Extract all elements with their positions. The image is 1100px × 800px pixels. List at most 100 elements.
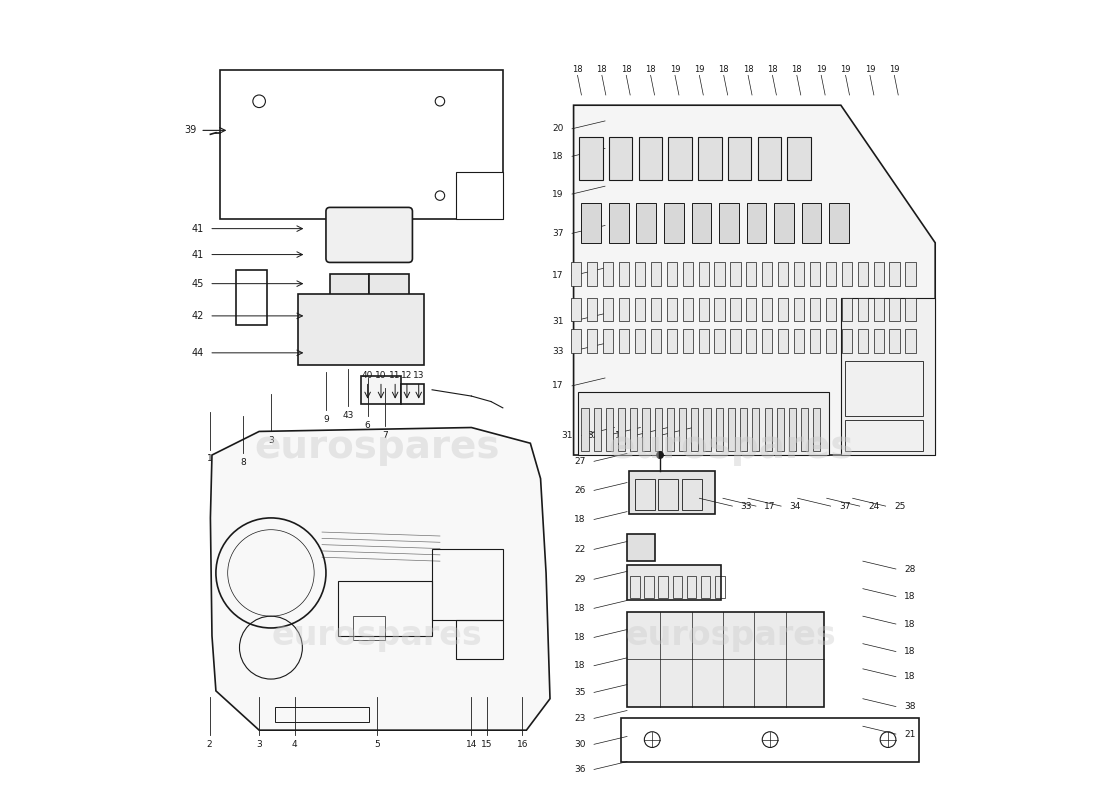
Text: 18: 18 bbox=[596, 65, 607, 74]
Bar bbox=[637, 203, 656, 242]
Text: 15: 15 bbox=[482, 740, 493, 749]
Bar bbox=[858, 330, 868, 353]
Circle shape bbox=[656, 451, 664, 459]
Bar bbox=[747, 203, 767, 242]
Bar bbox=[813, 408, 821, 451]
Text: 18: 18 bbox=[574, 662, 585, 670]
Bar bbox=[455, 172, 503, 219]
Text: 8: 8 bbox=[241, 458, 246, 467]
Bar bbox=[794, 298, 804, 322]
Text: 19: 19 bbox=[552, 190, 563, 198]
Bar bbox=[353, 616, 385, 640]
Bar bbox=[338, 581, 432, 636]
Bar bbox=[810, 330, 821, 353]
Bar bbox=[330, 274, 370, 310]
Text: 43: 43 bbox=[342, 411, 354, 420]
Bar bbox=[845, 420, 923, 451]
Bar bbox=[778, 262, 789, 286]
Text: eurospares: eurospares bbox=[254, 428, 499, 466]
Text: 38: 38 bbox=[904, 702, 916, 711]
Bar bbox=[455, 620, 503, 659]
Bar bbox=[728, 408, 735, 451]
Bar bbox=[587, 262, 597, 286]
Text: 13: 13 bbox=[412, 371, 425, 380]
Bar bbox=[698, 262, 708, 286]
Bar bbox=[651, 330, 661, 353]
Text: 17: 17 bbox=[764, 502, 776, 510]
Bar bbox=[701, 576, 711, 598]
Text: 5: 5 bbox=[374, 740, 379, 749]
Text: 31: 31 bbox=[552, 317, 563, 326]
Bar bbox=[730, 330, 740, 353]
Text: 20: 20 bbox=[552, 124, 563, 134]
Bar bbox=[810, 262, 821, 286]
Bar bbox=[627, 612, 824, 706]
Text: 39: 39 bbox=[184, 126, 196, 135]
Text: 37: 37 bbox=[552, 229, 563, 238]
Bar bbox=[740, 408, 747, 451]
Bar bbox=[659, 478, 678, 510]
Text: 41: 41 bbox=[191, 250, 205, 259]
Bar bbox=[686, 576, 696, 598]
Bar bbox=[890, 262, 900, 286]
Text: 36: 36 bbox=[574, 765, 585, 774]
Text: 29: 29 bbox=[574, 574, 585, 584]
Bar bbox=[682, 478, 702, 510]
Bar bbox=[842, 262, 851, 286]
Text: 18: 18 bbox=[646, 65, 656, 74]
Text: 11: 11 bbox=[389, 371, 400, 380]
Text: 37: 37 bbox=[839, 502, 850, 510]
Bar bbox=[762, 330, 772, 353]
Bar bbox=[858, 262, 868, 286]
Text: 18: 18 bbox=[904, 619, 916, 629]
Bar bbox=[630, 576, 639, 598]
Bar bbox=[801, 408, 808, 451]
Bar bbox=[826, 298, 836, 322]
Bar bbox=[594, 408, 601, 451]
Bar bbox=[842, 330, 851, 353]
Bar bbox=[683, 330, 693, 353]
Bar bbox=[905, 298, 915, 322]
Text: 17: 17 bbox=[552, 271, 563, 280]
Text: 17: 17 bbox=[615, 431, 627, 440]
Bar bbox=[370, 274, 408, 310]
Text: 9: 9 bbox=[323, 415, 329, 424]
Text: 18: 18 bbox=[742, 65, 754, 74]
Bar bbox=[578, 392, 829, 455]
Text: 18: 18 bbox=[904, 672, 916, 682]
Bar bbox=[873, 262, 883, 286]
Bar bbox=[235, 270, 267, 326]
Bar bbox=[746, 298, 757, 322]
Bar bbox=[628, 470, 715, 514]
Bar bbox=[571, 330, 582, 353]
PathPatch shape bbox=[573, 106, 935, 455]
Bar bbox=[778, 298, 789, 322]
Bar bbox=[667, 262, 676, 286]
Bar bbox=[571, 298, 582, 322]
Bar bbox=[774, 203, 794, 242]
Text: 19: 19 bbox=[840, 65, 850, 74]
Text: 28: 28 bbox=[904, 565, 915, 574]
Text: 35: 35 bbox=[574, 688, 585, 697]
Bar bbox=[692, 203, 712, 242]
Bar bbox=[890, 330, 900, 353]
Bar bbox=[642, 408, 649, 451]
Bar bbox=[679, 408, 686, 451]
Bar bbox=[845, 361, 923, 416]
Bar bbox=[587, 298, 597, 322]
Bar bbox=[762, 262, 772, 286]
Text: 26: 26 bbox=[574, 486, 585, 495]
Bar bbox=[603, 298, 614, 322]
Bar bbox=[645, 576, 653, 598]
Text: 14: 14 bbox=[465, 740, 477, 749]
Text: 42: 42 bbox=[191, 311, 205, 321]
Bar bbox=[794, 262, 804, 286]
Bar bbox=[669, 137, 692, 180]
Bar bbox=[788, 137, 811, 180]
Text: 3: 3 bbox=[256, 740, 262, 749]
Bar bbox=[667, 330, 676, 353]
Text: 18: 18 bbox=[718, 65, 729, 74]
Text: 10: 10 bbox=[375, 371, 387, 380]
Bar bbox=[298, 294, 425, 365]
Text: 45: 45 bbox=[191, 278, 205, 289]
